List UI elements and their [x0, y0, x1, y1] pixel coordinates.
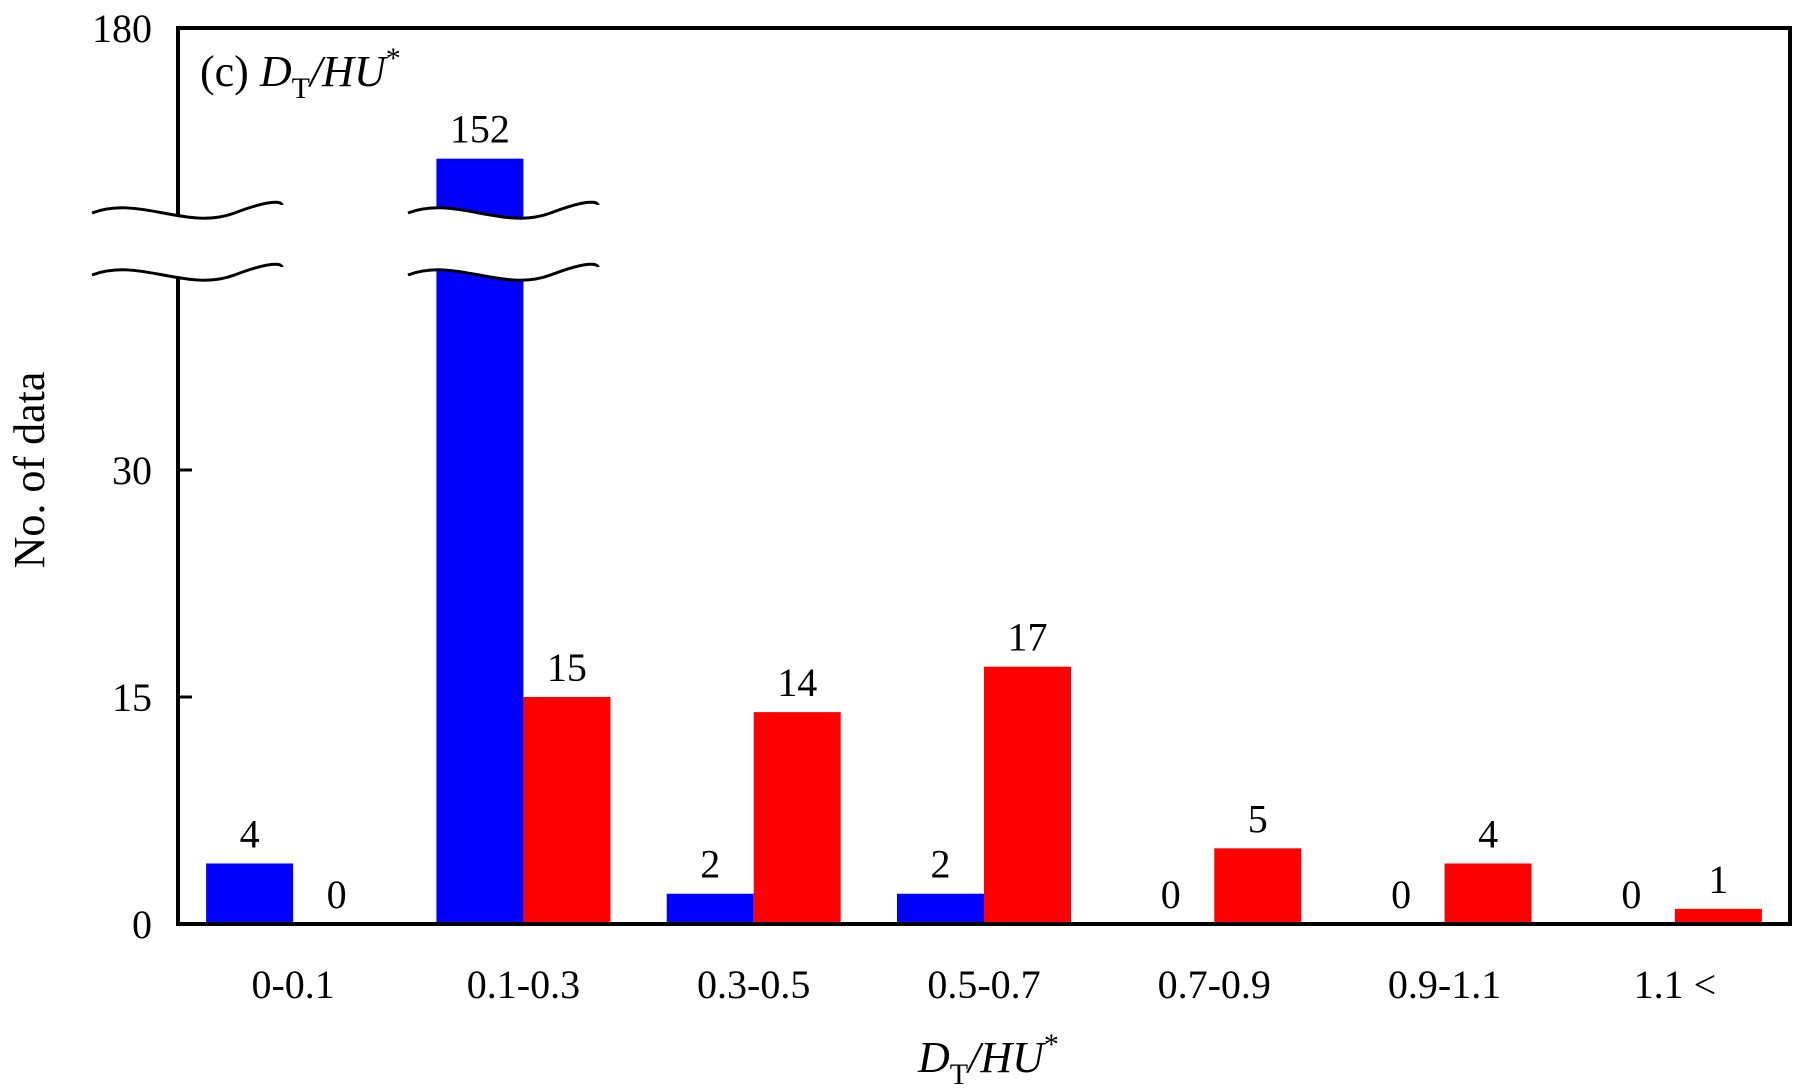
bar-s1-3	[666, 893, 754, 924]
value-label-s1-7: 0	[1621, 872, 1641, 917]
value-label-s1-3: 2	[700, 842, 720, 887]
y-ticks-group: 0 15 30 180	[92, 6, 192, 947]
axis-break-line-2-2	[407, 262, 600, 282]
chart-title-prefix: (c)	[200, 47, 260, 96]
x-axis-label-sup: *	[1044, 1028, 1059, 1061]
value-label-s2-2: 15	[547, 645, 587, 690]
axis-break-band-2	[408, 202, 598, 281]
axis-break-line-1-2	[91, 262, 284, 282]
value-label-s1-5: 0	[1161, 872, 1181, 917]
value-label-s1-6: 0	[1391, 872, 1411, 917]
value-label-s2-3: 14	[777, 660, 817, 705]
x-tick-label-7: 1.1 <	[1634, 962, 1717, 1007]
axis-break-band-1	[92, 202, 282, 281]
x-tick-label-6: 0.9-1.1	[1388, 962, 1501, 1007]
value-label-s1-4: 2	[931, 842, 951, 887]
chart-title-sup: *	[386, 42, 401, 75]
x-tick-label-4: 0.5-0.7	[927, 962, 1040, 1007]
x-tick-label-1: 0-0.1	[251, 962, 334, 1007]
chart-title-sub: T	[292, 72, 310, 105]
x-tick-label-3: 0.3-0.5	[697, 962, 810, 1007]
bar-s2-2	[523, 697, 611, 924]
x-axis-label-var: D	[917, 1033, 950, 1082]
value-label-s2-7: 1	[1708, 857, 1728, 902]
chart-title: (c) DT/HU*	[200, 42, 401, 105]
value-label-s2-4: 17	[1008, 615, 1048, 660]
axis-break-line-2-1	[407, 200, 600, 220]
bar-s1-4	[897, 893, 984, 924]
bar-s2-3	[753, 712, 841, 924]
value-label-s1-2: 152	[450, 107, 510, 152]
bar-s1-1	[206, 863, 294, 924]
axis-break-line-1-1	[91, 200, 284, 220]
value-label-s2-6: 4	[1478, 811, 1498, 856]
value-label-s1-1: 4	[240, 811, 260, 856]
chart-title-var: D	[259, 47, 292, 96]
bar-s2-7	[1674, 908, 1762, 924]
x-ticks-group: 0-0.1 0.1-0.3 0.3-0.5 0.5-0.7 0.7-0.9 0.9-1.1…	[251, 962, 1716, 1007]
bar-s2-5	[1214, 848, 1302, 924]
y-axis-label: No. of data	[5, 372, 54, 569]
bar-s2-6	[1444, 863, 1532, 924]
x-axis-label-sub: T	[950, 1058, 968, 1089]
value-label-s2-5: 5	[1248, 796, 1268, 841]
y-tick-label-1: 0	[132, 902, 152, 947]
x-axis-label-rest: /HU	[965, 1033, 1047, 1082]
x-axis-label: DT/HU*	[917, 1028, 1059, 1089]
x-tick-label-5: 0.7-0.9	[1158, 962, 1271, 1007]
bar-s1-2	[436, 158, 524, 924]
axis-break-marks	[91, 200, 600, 282]
x-tick-label-2: 0.1-0.3	[467, 962, 580, 1007]
y-tick-label-3: 30	[112, 448, 152, 493]
y-tick-label-4: 180	[92, 6, 152, 51]
chart-title-rest: /HU	[307, 47, 389, 96]
plot-frame	[176, 26, 1792, 926]
y-tick-label-2: 15	[112, 675, 152, 720]
bars-group	[206, 158, 1762, 924]
bar-s2-4	[984, 666, 1071, 924]
value-label-s2-1: 0	[327, 872, 347, 917]
